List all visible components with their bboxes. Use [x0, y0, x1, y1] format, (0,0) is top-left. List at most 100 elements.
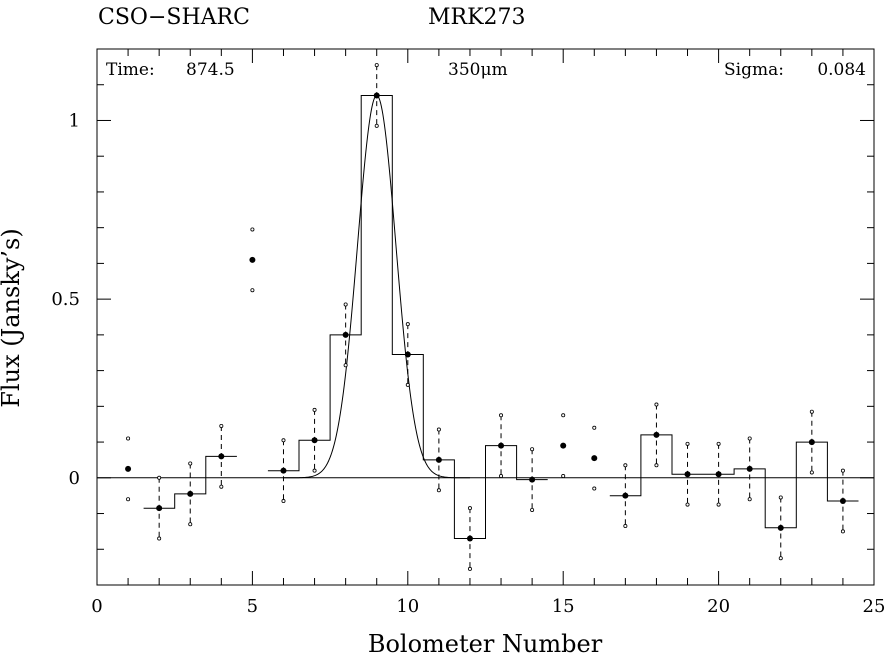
data-point-group	[125, 436, 132, 502]
error-lower-mark	[343, 363, 348, 368]
error-lower-mark	[592, 486, 597, 491]
error-upper-mark	[157, 475, 162, 480]
histogram-step	[267, 95, 548, 539]
y-tick-label: 0	[69, 468, 80, 489]
error-lower-mark	[219, 484, 224, 489]
error-lower-mark	[188, 522, 193, 527]
data-point-group	[622, 463, 629, 529]
data-point	[187, 490, 194, 497]
x-tick-label: 10	[396, 596, 419, 617]
error-upper-mark	[592, 425, 597, 430]
data-point-group	[715, 441, 722, 507]
error-lower-mark	[623, 524, 628, 529]
data-point	[560, 442, 567, 449]
data-point-group	[684, 441, 691, 507]
error-lower-mark	[250, 288, 255, 293]
error-upper-mark	[126, 436, 131, 441]
time-label: Time:	[106, 60, 155, 80]
data-point-group	[529, 447, 536, 512]
data-point	[591, 455, 598, 462]
data-point-group	[746, 436, 753, 502]
error-upper-mark	[312, 407, 317, 412]
error-lower-mark	[654, 463, 659, 468]
data-point-group	[404, 322, 411, 387]
error-upper-mark	[467, 506, 472, 511]
data-point-group	[342, 302, 349, 368]
time-value: 874.5	[186, 60, 235, 80]
x-tick-label: 0	[91, 596, 102, 617]
error-lower-mark	[840, 529, 845, 534]
data-point	[125, 465, 132, 472]
data-point	[808, 439, 815, 446]
error-upper-mark	[343, 302, 348, 307]
data-point	[280, 467, 287, 474]
y-tick-label: 0.5	[51, 289, 80, 310]
data-points	[125, 63, 846, 571]
error-lower-mark	[281, 499, 286, 504]
data-point-group	[249, 227, 256, 293]
data-point	[498, 442, 505, 449]
error-lower-mark	[530, 507, 535, 512]
error-lower-mark	[126, 497, 131, 502]
error-upper-mark	[499, 413, 504, 418]
data-point	[435, 456, 442, 463]
error-upper-mark	[623, 463, 628, 468]
error-lower-mark	[778, 556, 783, 561]
error-lower-mark	[467, 566, 472, 571]
x-axis-label: Bolometer Number	[368, 630, 603, 655]
error-upper-mark	[747, 436, 752, 441]
data-point-group	[560, 413, 567, 479]
data-point	[746, 465, 753, 472]
data-point	[249, 256, 256, 263]
error-upper-mark	[188, 461, 193, 466]
data-point	[715, 471, 722, 478]
data-point	[466, 535, 473, 542]
error-lower-mark	[374, 123, 379, 128]
data-point	[839, 498, 846, 505]
gaussian-fit-curve	[283, 94, 470, 479]
error-upper-mark	[219, 423, 224, 428]
source-label: MRK273	[428, 5, 526, 30]
y-axis-label: Flux (Jansky’s)	[0, 228, 25, 407]
data-point-group	[777, 495, 784, 561]
data-point	[156, 505, 163, 512]
error-lower-mark	[716, 502, 721, 507]
data-point	[218, 453, 225, 460]
data-point	[529, 476, 536, 483]
error-upper-mark	[840, 468, 845, 473]
error-lower-mark	[747, 497, 752, 502]
error-lower-mark	[157, 536, 162, 541]
data-point	[622, 492, 629, 499]
data-point	[653, 431, 660, 438]
error-upper-mark	[716, 441, 721, 446]
error-upper-mark	[530, 447, 535, 452]
error-upper-mark	[374, 63, 379, 68]
error-upper-mark	[405, 322, 410, 327]
y-tick-label: 1	[69, 110, 80, 131]
data-point	[777, 524, 784, 531]
histogram-step	[609, 434, 859, 529]
error-upper-mark	[809, 409, 814, 414]
x-tick-label: 15	[552, 596, 575, 617]
wavelength-label: 350μm	[448, 60, 508, 80]
error-lower-mark	[499, 474, 504, 479]
error-upper-mark	[281, 438, 286, 443]
error-lower-mark	[405, 382, 410, 387]
error-lower-mark	[685, 502, 690, 507]
data-point	[311, 437, 318, 444]
data-point-group	[498, 413, 505, 479]
data-point-group	[466, 506, 473, 571]
tick-labels: 0 5 10 15 20 25 0 0.5 1	[51, 110, 885, 617]
error-lower-mark	[436, 488, 441, 493]
x-tick-label: 5	[247, 596, 258, 617]
data-point-group	[311, 407, 318, 473]
data-point	[342, 331, 349, 338]
sigma-value: 0.084	[817, 60, 866, 80]
error-upper-mark	[685, 441, 690, 446]
data-point-group	[187, 461, 194, 527]
data-point-group	[839, 468, 846, 534]
data-point-group	[280, 438, 287, 504]
data-point-group	[808, 409, 815, 475]
data-point-group	[435, 427, 442, 493]
